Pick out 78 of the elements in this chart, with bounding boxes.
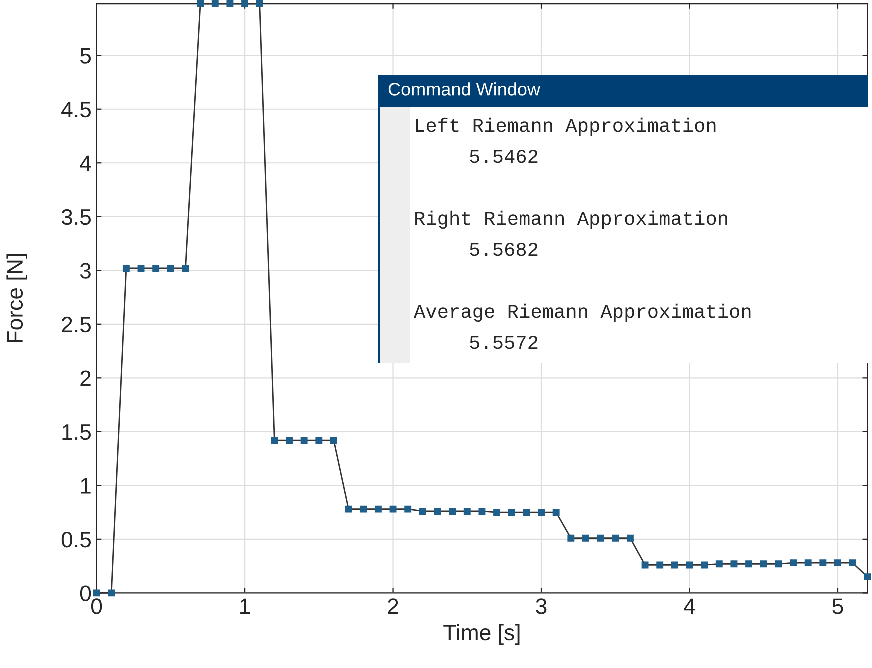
point [568, 534, 575, 542]
point [390, 506, 397, 513]
point [108, 590, 116, 597]
y-tick-label: 1.5 [62, 424, 91, 440]
point [464, 508, 471, 515]
point [478, 508, 486, 515]
annotation: 5.5682 [470, 243, 538, 256]
point [374, 506, 382, 513]
point [182, 265, 190, 272]
point [538, 509, 545, 516]
point [152, 265, 160, 272]
y-tick-label: 2.5 [62, 316, 91, 333]
point [716, 560, 723, 568]
x-tick-label: 3 [536, 598, 547, 614]
point [612, 534, 620, 542]
point [226, 0, 234, 8]
x-tick-label: 4 [684, 598, 696, 614]
y-axis-title: Force [N] [6, 254, 28, 342]
point [122, 265, 130, 272]
y-tick-label: 2 [80, 370, 91, 386]
point [330, 437, 338, 444]
point [656, 562, 664, 569]
point [760, 560, 768, 568]
point [671, 562, 678, 569]
point [286, 437, 293, 444]
point [804, 560, 812, 567]
x-axis-title: Time [s] [444, 624, 520, 646]
point [552, 509, 560, 516]
x-tick-label: 1 [240, 598, 250, 614]
point [642, 562, 649, 569]
point [242, 0, 249, 8]
point [626, 534, 634, 542]
y-tick-label: 0.5 [62, 532, 91, 548]
annotation: Left Riemann Approximation [416, 118, 716, 136]
x-tick-label: 2 [388, 598, 398, 614]
point [597, 534, 604, 542]
point [316, 437, 323, 444]
point [494, 509, 501, 516]
point [686, 562, 694, 569]
annotation: 5.5462 [470, 150, 538, 164]
point [434, 508, 442, 515]
x-tick-label: 0 [91, 598, 102, 614]
x-tick-label: 5 [832, 598, 844, 614]
point [790, 560, 797, 567]
point [419, 508, 426, 515]
y-tick-label: 0 [80, 586, 92, 602]
point [167, 265, 174, 272]
annotation: 5.5572 [470, 336, 538, 350]
point [345, 506, 352, 513]
point [523, 509, 530, 516]
y-tick-label: 5 [80, 48, 91, 64]
point [730, 560, 738, 568]
point [746, 560, 753, 568]
point [138, 265, 145, 272]
point [197, 0, 204, 8]
point [864, 574, 872, 581]
annotation: Average Riemann Approximation [414, 304, 751, 322]
y-tick-label: 4 [80, 156, 92, 172]
point [701, 562, 708, 569]
point [404, 506, 412, 513]
point [271, 437, 278, 444]
y-tick-label: 3.5 [62, 209, 91, 226]
point [582, 534, 590, 542]
y-tick-label: 1 [81, 478, 91, 494]
y-tick-label: 4.5 [62, 102, 91, 118]
point [449, 508, 456, 515]
annotation: Command Window [388, 82, 541, 96]
point [834, 560, 842, 567]
point [775, 560, 782, 568]
point [300, 437, 308, 444]
point [849, 560, 856, 567]
annotation: Right Riemann Approximation [416, 210, 728, 230]
point [212, 0, 219, 8]
point [820, 560, 827, 567]
point [360, 506, 368, 513]
point [508, 509, 516, 516]
point [256, 0, 264, 8]
y-tick-label: 3 [80, 263, 91, 279]
